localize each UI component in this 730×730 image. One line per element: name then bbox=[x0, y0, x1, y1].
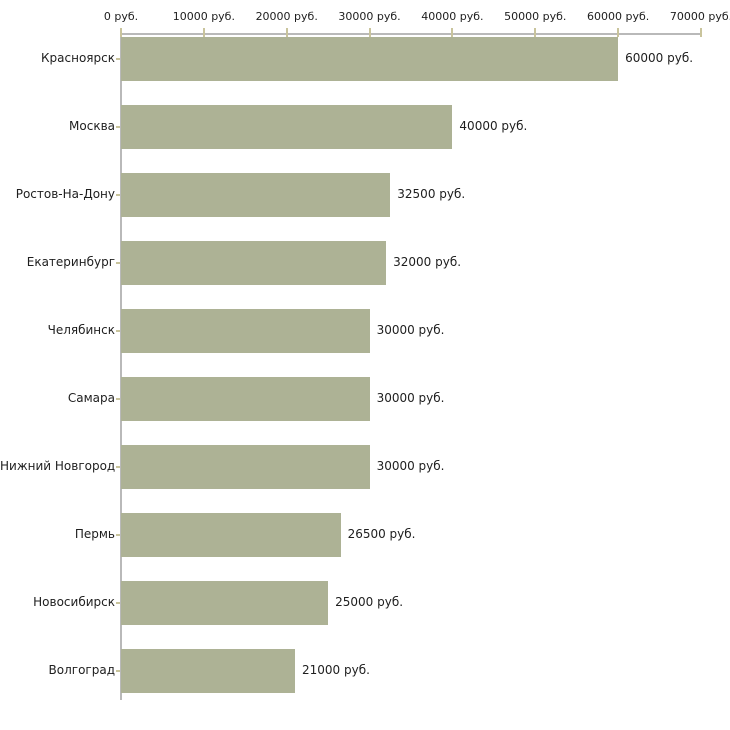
category-tick-mark bbox=[116, 126, 120, 128]
category-tick-mark bbox=[116, 466, 120, 468]
x-tick-label: 30000 руб. bbox=[338, 10, 401, 23]
category-label: Ростов-На-Дону bbox=[15, 187, 115, 201]
category-label: Екатеринбург bbox=[26, 255, 115, 269]
x-tick-label: 10000 руб. bbox=[172, 10, 235, 23]
bar-6 bbox=[121, 445, 370, 489]
category-label: Нижний Новгород bbox=[0, 459, 116, 473]
bar-2 bbox=[121, 173, 391, 217]
bar-5 bbox=[121, 377, 370, 421]
x-tick-mark bbox=[285, 28, 288, 37]
x-tick-mark bbox=[700, 28, 702, 37]
value-label: 30000 руб. bbox=[376, 459, 445, 473]
category-label: Пермь bbox=[74, 527, 115, 541]
value-label: 30000 руб. bbox=[376, 391, 445, 405]
bar-4 bbox=[121, 309, 370, 353]
category-tick-mark bbox=[116, 194, 120, 196]
category-tick-mark bbox=[116, 670, 120, 672]
category-tick-mark bbox=[116, 534, 120, 536]
bar-3 bbox=[121, 241, 387, 285]
bar-8 bbox=[121, 581, 329, 625]
bar-1 bbox=[121, 105, 453, 149]
x-tick-mark bbox=[120, 28, 122, 37]
x-tick-label: 70000 руб. bbox=[669, 10, 730, 23]
value-label: 25000 руб. bbox=[335, 595, 404, 609]
category-label: Москва bbox=[69, 119, 115, 133]
bar-0 bbox=[121, 37, 619, 81]
x-tick-mark bbox=[368, 28, 371, 37]
x-tick-label: 40000 руб. bbox=[421, 10, 484, 23]
x-tick-label: 20000 руб. bbox=[255, 10, 318, 23]
x-tick-mark bbox=[451, 28, 454, 37]
x-tick-label: 60000 руб. bbox=[587, 10, 650, 23]
category-label: Волгоград bbox=[48, 663, 115, 677]
value-label: 60000 руб. bbox=[625, 51, 694, 65]
y-axis-line bbox=[120, 33, 122, 700]
category-tick-mark bbox=[116, 58, 120, 60]
value-label: 32000 руб. bbox=[393, 255, 462, 269]
category-label: Красноярск bbox=[41, 51, 115, 65]
category-tick-mark bbox=[116, 602, 120, 604]
category-tick-mark bbox=[116, 398, 120, 400]
x-tick-label: 50000 руб. bbox=[504, 10, 567, 23]
category-label: Новосибирск bbox=[33, 595, 115, 609]
x-tick-mark bbox=[617, 28, 620, 37]
category-tick-mark bbox=[116, 262, 120, 264]
category-label: Челябинск bbox=[47, 323, 115, 337]
value-label: 21000 руб. bbox=[302, 663, 370, 677]
category-tick-mark bbox=[116, 330, 120, 332]
category-label: Самара bbox=[67, 391, 115, 405]
x-tick-mark bbox=[534, 28, 537, 37]
bar-7 bbox=[121, 513, 341, 557]
x-axis-line bbox=[121, 33, 701, 35]
value-label: 30000 руб. bbox=[376, 323, 445, 337]
value-label: 26500 руб. bbox=[347, 527, 416, 541]
x-tick-label: 0 руб. bbox=[103, 10, 139, 23]
x-tick-mark bbox=[202, 28, 205, 37]
value-label: 32500 руб. bbox=[397, 187, 466, 201]
value-label: 40000 руб. bbox=[459, 119, 528, 133]
bar-9 bbox=[121, 649, 295, 693]
